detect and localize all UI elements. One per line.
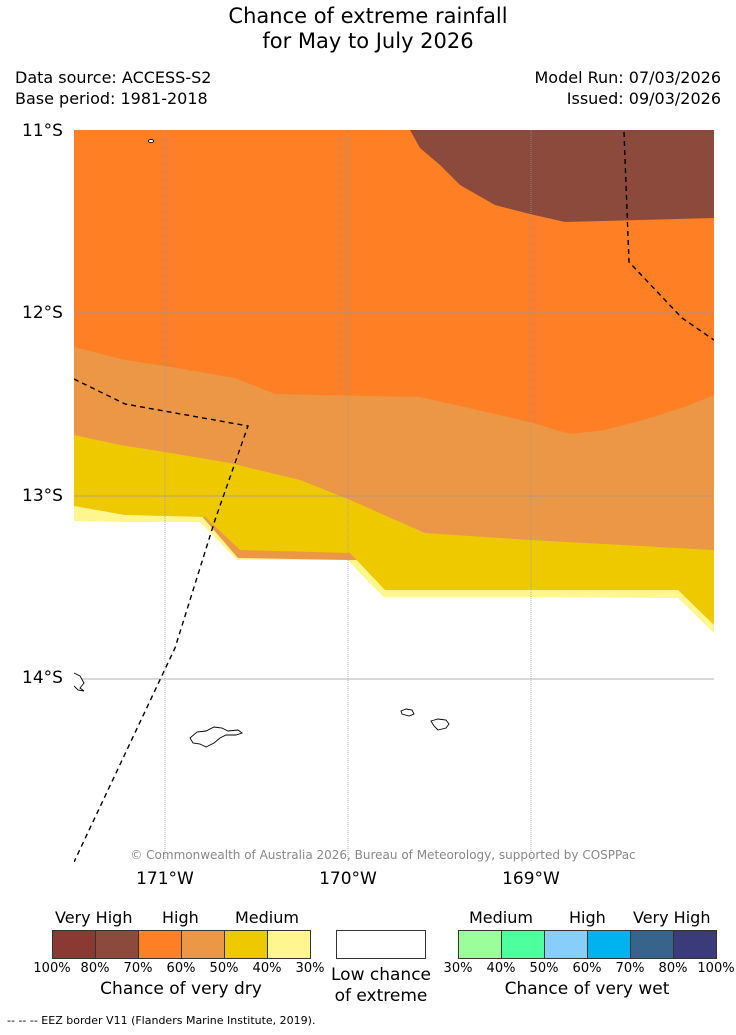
wet-legend-swatch — [544, 930, 588, 959]
island-swains — [148, 138, 154, 144]
data-source: Data source: ACCESS-S2 — [15, 68, 212, 87]
chart-title-line2: for May to July 2026 — [262, 29, 474, 53]
lat-label-14s: 14°S — [22, 668, 63, 688]
lat-label-11s: 11°S — [22, 121, 63, 141]
region-very-high-dry — [410, 130, 714, 222]
dry-legend-tick: 60% — [166, 961, 196, 976]
wet-header-medium: Medium — [469, 908, 533, 927]
model-run: Model Run: 07/03/2026 — [534, 68, 722, 87]
dry-header-very-high: Very High — [55, 908, 133, 927]
dry-legend-swatch — [224, 930, 268, 959]
dry-legend-swatch — [267, 930, 311, 959]
dry-legend-tick: 100% — [33, 961, 71, 976]
lon-label-170w: 170°W — [319, 869, 377, 889]
dry-legend-caption: Chance of very dry — [100, 979, 262, 999]
islands — [74, 138, 450, 748]
wet-legend-tick: 100% — [697, 961, 735, 976]
eez-footer-note: -- -- -- EEZ border V11 (Flanders Marine… — [7, 1014, 316, 1027]
lat-label-13s: 13°S — [22, 486, 63, 506]
wet-legend-tick: 30% — [443, 961, 473, 976]
wet-legend-swatch — [458, 930, 502, 959]
dry-legend-tick: 80% — [80, 961, 110, 976]
island-tutuila — [189, 726, 243, 748]
dry-header-medium: Medium — [235, 908, 299, 927]
dry-legend-swatch — [138, 930, 182, 959]
lat-label-12s: 12°S — [22, 303, 63, 323]
dry-legend-tick: 70% — [123, 961, 153, 976]
eez-borders — [74, 131, 714, 862]
eez-border-west — [74, 378, 249, 862]
dry-legend-tick: 40% — [252, 961, 282, 976]
island-upolu-edge — [74, 672, 85, 692]
map-credit: © Commonwealth of Australia 2026, Bureau… — [130, 848, 636, 862]
wet-legend-swatch — [587, 930, 631, 959]
lon-label-169w: 169°W — [502, 869, 560, 889]
low-chance-caption-line2: of extreme — [334, 986, 428, 1006]
chart-title-line1: Chance of extreme rainfall — [228, 4, 508, 28]
wet-legend-tick: 40% — [486, 961, 516, 976]
dry-header-high: High — [162, 908, 199, 927]
wet-legend-swatch — [673, 930, 717, 959]
eez-border-east — [623, 131, 714, 341]
dry-legend-tick: 30% — [295, 961, 325, 976]
island-tau — [430, 718, 450, 731]
wet-header-very-high: Very High — [633, 908, 711, 927]
wet-legend-tick: 70% — [615, 961, 645, 976]
lon-label-171w: 171°W — [136, 869, 194, 889]
region-medium-dry-50 — [74, 435, 714, 625]
issued-date: Issued: 09/03/2026 — [566, 89, 721, 108]
rainfall-map — [74, 130, 714, 862]
wet-header-high: High — [569, 908, 606, 927]
dry-legend-swatch — [52, 930, 96, 959]
base-period: Base period: 1981-2018 — [15, 89, 208, 108]
wet-legend-swatch — [501, 930, 545, 959]
wet-legend-swatch — [630, 930, 674, 959]
region-low-chance — [74, 521, 714, 862]
dry-legend-tick: 50% — [209, 961, 239, 976]
dry-legend-swatch — [181, 930, 225, 959]
dry-legend-swatch — [95, 930, 139, 959]
low-chance-swatch — [336, 930, 426, 959]
wet-legend-tick: 60% — [572, 961, 602, 976]
wet-legend-tick: 50% — [529, 961, 559, 976]
island-ofu — [400, 708, 415, 717]
graticule — [74, 130, 714, 862]
wet-legend-tick: 80% — [658, 961, 688, 976]
wet-legend-caption: Chance of very wet — [504, 979, 670, 999]
low-chance-caption-line1: Low chance — [331, 965, 431, 985]
